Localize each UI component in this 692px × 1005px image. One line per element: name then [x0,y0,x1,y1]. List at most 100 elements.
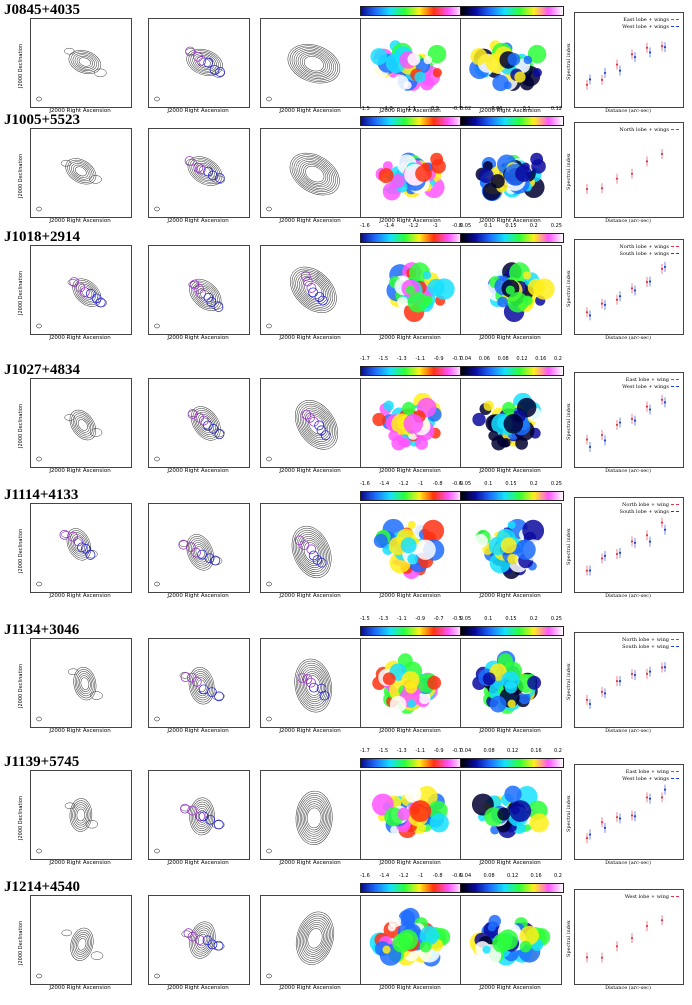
colorbar-tick-label: -1.6 [360,481,370,487]
source-row: J1114+4133 J2000 Declination J2000 Right A… [0,481,692,613]
contour-panel [30,245,132,335]
distance-axis-label: Distance (arc-sec) [605,108,651,114]
map-pixel-blob [529,813,549,833]
contour-line [68,530,90,559]
contour-line [192,53,217,72]
contour-line [300,667,327,705]
map-pixel-blob [407,52,421,66]
data-point [600,557,604,560]
spectral-index-map [360,378,462,468]
spectral-index-colorbar [360,758,464,768]
spectral-index-axis-label: Spectral index [566,270,572,307]
map-pixel-blob [482,945,491,954]
contour-line [76,936,88,953]
contour-line [295,50,332,78]
map-pixel-blob [502,401,516,415]
contour-line [307,928,323,949]
colorbar-tick-label: -0.8 [432,873,443,879]
region-circle [207,170,218,181]
contour-line [291,268,335,312]
data-point [588,569,592,572]
contour-line [78,57,91,67]
spectral-index-axis-label: Spectral index [566,663,572,700]
colorbar-tick-label: -1 [418,481,424,487]
beam-ellipse [154,96,160,102]
beam-ellipse [266,973,272,979]
contour-line [300,538,323,566]
contour-line [295,660,331,711]
spectral-index-map [360,638,462,728]
spectral-index-axis-label: Spectral index [566,403,572,440]
region-circle [214,691,224,702]
data-point [633,673,637,677]
contour-line [291,47,337,81]
contour-line [70,51,99,73]
data-point [615,63,619,66]
ra-axis-label: J2000 Right Ascension [379,860,441,866]
spectral-profile-plot: North lobe + wing South lobe + wing [574,632,684,728]
map-pixel-blob [432,68,442,78]
contour-line [193,803,211,829]
legend-entry: North lobe + wings [619,244,679,251]
legend-label: West lobe + wings [622,24,669,30]
colorbar-tick-label: 0.2 [529,616,538,622]
contour-line [303,922,327,955]
contour-line [294,658,333,713]
colorbar-tick-label: -1.1 [396,616,407,622]
ra-axis-label: J2000 Right Ascension [479,860,541,866]
region-circle [305,412,315,423]
colorbar-tick-label: 0.16 [530,748,542,754]
data-point [648,280,652,283]
region-circle [194,284,204,294]
spectral-error-map [460,128,562,218]
plot-legend: North lobe + wing South lobe + wings [620,502,679,516]
region-circle [187,409,198,419]
map-pixel-blob [387,923,396,932]
contour-line [74,669,95,699]
data-point [618,69,622,72]
colorbar-tick-label: 0.16 [530,873,542,879]
error-colorbar [460,116,564,126]
contour-line [299,797,329,839]
contour-panel [30,378,132,468]
region-circle [184,156,195,166]
contour-line [298,795,330,841]
map-pixel-blob [523,55,533,65]
spectral-error-map [460,895,562,985]
data-point [618,680,622,683]
beam-ellipse [266,581,272,587]
map-pixel-blob [489,695,507,713]
data-point [660,398,664,401]
legend-entry: North lobe + wings [619,127,679,134]
colorbar-tick-label: -0.6 [452,873,462,879]
ra-axis-label: J2000 Right Ascension [379,335,441,341]
contour-panel [260,638,362,728]
distance-axis-label: Distance (arc-sec) [605,985,651,991]
region-circle [209,64,220,75]
map-pixel-blob [407,699,416,708]
ra-axis-label: J2000 Right Ascension [379,468,441,474]
colorbar-tick-label: -0.5 [452,616,462,622]
data-point [588,702,592,706]
map-pixel-blob [397,296,408,308]
contour-line [305,805,323,831]
ra-axis-label: J2000 Right Ascension [279,593,341,599]
contour-line [71,411,95,439]
region-circle [194,935,205,945]
contour-line [303,56,324,72]
contour-line [291,154,338,194]
data-point [603,71,607,75]
contour-line [197,413,215,433]
ra-axis-label: J2000 Right Ascension [379,728,441,734]
legend-label: South lobe + wing [622,644,669,650]
map-pixel-blob [402,401,416,415]
colorbar-tick-label: 0.06 [478,356,490,362]
data-point [600,690,604,693]
data-point [633,419,637,422]
contour-line [77,283,96,302]
legend-swatch [671,778,679,779]
data-point [600,433,604,437]
data-point [630,936,634,940]
ra-axis-label: J2000 Right Ascension [379,593,441,599]
map-pixel-blob [404,785,422,803]
